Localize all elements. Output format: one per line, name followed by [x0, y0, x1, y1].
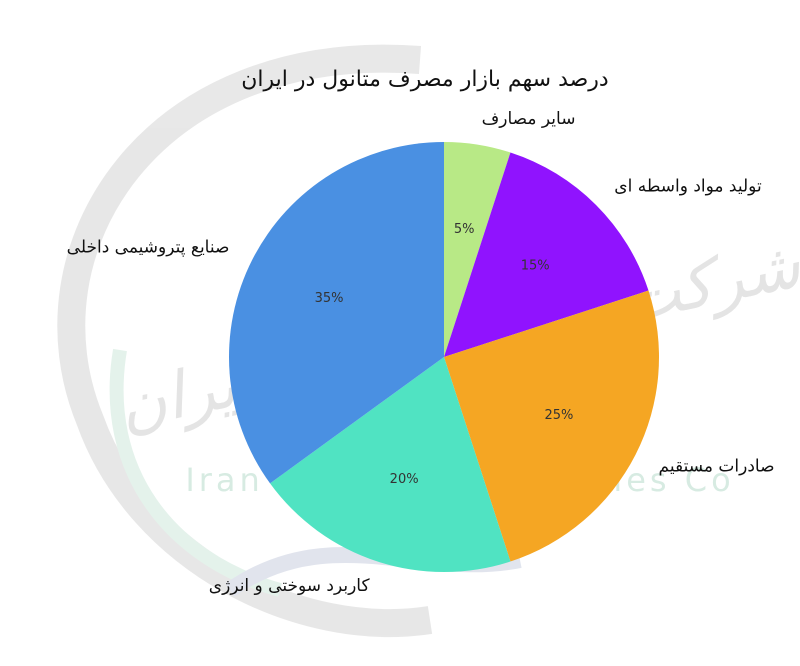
slice-label: سایر مصارف [482, 109, 576, 129]
value-label: 5% [454, 222, 475, 237]
slice-label: تولید مواد واسطه ای [614, 177, 762, 197]
value-label: 25% [544, 408, 573, 423]
pie-slice [444, 142, 511, 357]
pie-slice [229, 142, 444, 484]
chart-title: درصد سهم بازار مصرف متانول در ایران [241, 67, 608, 92]
pie-slice [444, 152, 649, 357]
value-label: 15% [521, 258, 550, 273]
slice-label: صنایع پتروشیمی داخلی [67, 238, 230, 258]
pie-slice [444, 290, 660, 562]
slice-label: کاربرد سوختی و انرژی [209, 576, 371, 596]
slice-label: صادرات مستقیم [659, 456, 775, 476]
watermark-arc [57, 44, 433, 638]
pie-slice [270, 357, 511, 572]
value-label: 20% [390, 472, 419, 487]
value-label: 35% [315, 291, 344, 306]
